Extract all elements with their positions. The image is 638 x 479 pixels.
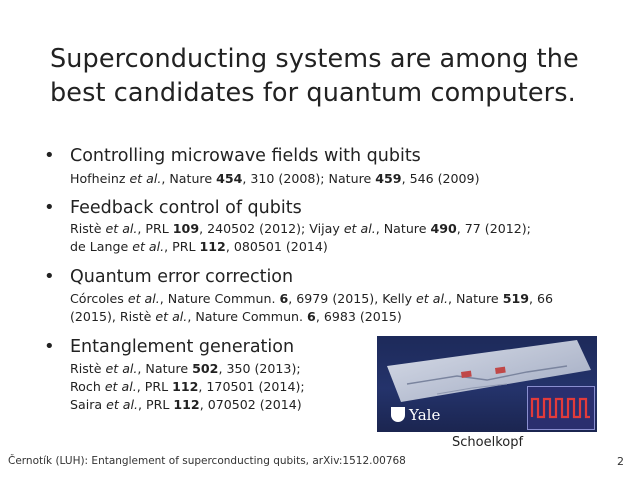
yale-logo: Yale — [391, 406, 440, 424]
ref-text: , 6983 (2015) — [315, 309, 402, 324]
bullet-refs: Ristè et al., PRL 109, 240502 (2012); Vi… — [70, 220, 531, 256]
ref-text: , 350 (2013); — [218, 361, 301, 376]
slide-title: Superconducting systems are among the be… — [50, 42, 610, 110]
ref-etal: et al. — [343, 221, 376, 236]
ref-etal: et al. — [132, 239, 165, 254]
ref-volume: 502 — [192, 361, 219, 376]
reference-line: Roch et al., PRL 112, 170501 (2014); — [70, 378, 305, 396]
chip-trace — [406, 365, 568, 385]
reference-line: de Lange et al., PRL 112, 080501 (2014) — [70, 238, 531, 256]
reference-line: Córcoles et al., Nature Commun. 6, 6979 … — [70, 290, 553, 308]
resonator-drawing — [530, 397, 590, 419]
resonator-inset — [527, 386, 595, 430]
bullet-dot: • — [44, 145, 55, 166]
ref-etal: et al. — [129, 171, 162, 186]
ref-text: , Nature Commun. — [187, 309, 308, 324]
ref-text: Ristè — [70, 361, 106, 376]
ref-text: , PRL — [164, 239, 200, 254]
ref-text: , 546 (2009) — [401, 171, 480, 186]
bullet-heading: Feedback control of qubits — [70, 198, 302, 218]
bullet-heading: Entanglement generation — [70, 337, 295, 357]
ref-etal: et al. — [104, 379, 137, 394]
ref-text: Roch — [70, 379, 105, 394]
ref-text: Ristè — [70, 221, 106, 236]
ref-text: , 170501 (2014); — [198, 379, 305, 394]
ref-text: , Nature — [137, 361, 193, 376]
ref-etal: et al. — [105, 361, 138, 376]
ref-text: (2015), Ristè — [70, 309, 156, 324]
reference-line: Hofheinz et al., Nature 454, 310 (2008);… — [70, 170, 480, 188]
ref-volume: 112 — [173, 397, 200, 412]
reference-line: Ristè et al., Nature 502, 350 (2013); — [70, 360, 305, 378]
bullet-dot: • — [44, 336, 55, 357]
ref-text: , Nature Commun. — [159, 291, 280, 306]
page-number: 2 — [617, 455, 624, 468]
bullet-refs: Ristè et al., Nature 502, 350 (2013); Roc… — [70, 360, 305, 414]
ref-etal: et al. — [105, 221, 138, 236]
bullet-refs: Hofheinz et al., Nature 454, 310 (2008);… — [70, 170, 480, 188]
chip-drawing — [387, 340, 591, 402]
ref-volume: 6 — [279, 291, 289, 306]
ref-text: , PRL — [138, 397, 174, 412]
ref-volume: 519 — [502, 291, 529, 306]
ref-etal: et al. — [127, 291, 160, 306]
ref-text: Saira — [70, 397, 107, 412]
ref-text: , PRL — [137, 221, 173, 236]
bullet-controlling-microwave: • Controlling microwave fields with qubit… — [44, 145, 421, 167]
yale-logo-text: Yale — [409, 406, 441, 424]
ref-text: , 080501 (2014) — [225, 239, 328, 254]
ref-text: , Nature — [375, 221, 431, 236]
footer-citation: Černotík (LUH): Entanglement of supercon… — [8, 455, 406, 467]
ref-volume: 454 — [216, 171, 243, 186]
ref-volume: 6 — [307, 309, 316, 324]
ref-text: , 6979 (2015), Kelly — [288, 291, 417, 306]
ref-text: , 240502 (2012); Vijay — [199, 221, 344, 236]
bullet-dot: • — [44, 266, 55, 287]
ref-text: Córcoles — [70, 291, 128, 306]
title-line-1: Superconducting systems are among the — [50, 44, 579, 74]
chip-photo: Yale — [377, 336, 597, 432]
ref-text: , 66 — [528, 291, 554, 306]
chip-trace — [436, 383, 508, 395]
bullet-feedback-control: • Feedback control of qubits — [44, 197, 302, 219]
ref-volume: 490 — [430, 221, 457, 236]
meander-trace — [530, 397, 590, 419]
reference-line: Saira et al., PRL 112, 070502 (2014) — [70, 396, 305, 414]
bullet-error-correction: • Quantum error correction — [44, 266, 293, 288]
ref-text: , PRL — [136, 379, 173, 394]
reference-line: Ristè et al., PRL 109, 240502 (2012); Vi… — [70, 220, 531, 238]
qubit-pad — [495, 366, 506, 374]
bullet-refs: Córcoles et al., Nature Commun. 6, 6979 … — [70, 290, 553, 326]
ref-volume: 112 — [199, 239, 226, 254]
bullet-entanglement: • Entanglement generation — [44, 336, 294, 358]
ref-volume: 459 — [375, 171, 402, 186]
yale-shield-icon — [391, 407, 405, 422]
ref-text: , Nature — [447, 291, 503, 306]
reference-line: (2015), Ristè et al., Nature Commun. 6, … — [70, 308, 553, 326]
ref-text: , 310 (2008); Nature — [242, 171, 376, 186]
bullet-heading: Controlling microwave fields with qubits — [70, 146, 421, 166]
ref-text: , 070502 (2014) — [199, 397, 302, 412]
bullet-heading: Quantum error correction — [70, 267, 294, 287]
ref-etal: et al. — [155, 309, 188, 324]
ref-volume: 109 — [172, 221, 200, 236]
ref-etal: et al. — [416, 291, 448, 306]
ref-volume: 112 — [172, 379, 199, 394]
qubit-pad — [461, 370, 472, 378]
ref-text: Hofheinz — [70, 171, 130, 186]
title-line-2: best candidates for quantum computers. — [50, 78, 576, 108]
ref-text: , Nature — [161, 171, 217, 186]
photo-caption: Schoelkopf — [452, 435, 524, 450]
ref-text: de Lange — [70, 239, 133, 254]
bullet-dot: • — [44, 197, 55, 218]
chip-substrate — [387, 340, 591, 402]
ref-etal: et al. — [106, 397, 139, 412]
ref-text: , 77 (2012); — [456, 221, 531, 236]
